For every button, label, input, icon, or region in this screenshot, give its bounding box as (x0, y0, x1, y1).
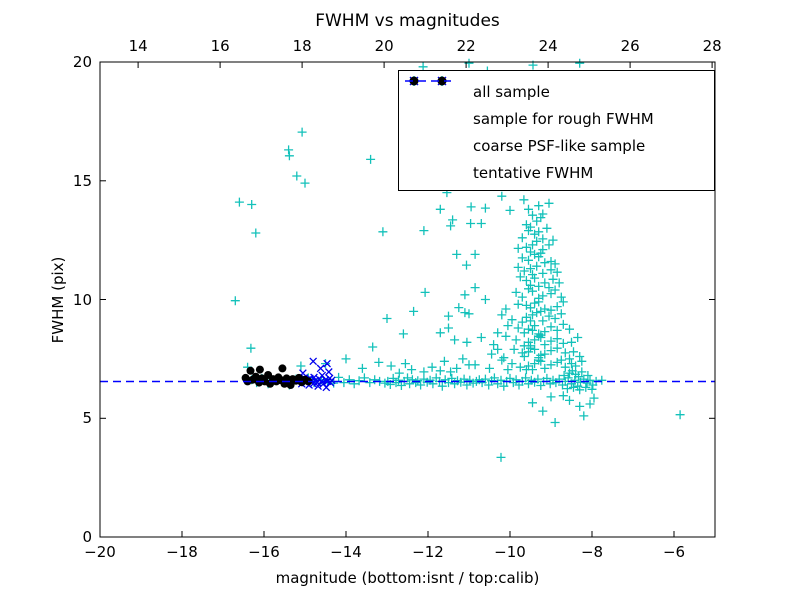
chart-title: FWHM vs magnitudes (315, 11, 500, 31)
x-top-tick-label: 26 (620, 37, 640, 55)
x-top-tick-label: 20 (374, 37, 394, 55)
x-axis-label: magnitude (bottom:isnt / top:calib) (275, 569, 540, 587)
series-dot (241, 364, 313, 389)
x-top-tick-label: 28 (702, 37, 722, 55)
legend: all sample sample for rough FWHM coarse … (398, 70, 715, 191)
legend-label: sample for rough FWHM (473, 109, 654, 128)
x-bottom-tick-label: −10 (494, 543, 526, 561)
legend-label: all sample (473, 82, 550, 101)
legend-row-rough-fwhm: sample for rough FWHM (409, 76, 714, 132)
y-tick-label: 10 (72, 290, 92, 309)
legend-row-psf-sample: coarse PSF-like sample (409, 76, 714, 159)
dot-marker-icon (409, 76, 467, 156)
y-tick-label: 0 (82, 528, 92, 546)
dashed-line-icon (405, 80, 467, 183)
x-bottom-tick-label: −8 (580, 543, 604, 561)
y-tick-label: 15 (72, 171, 92, 190)
x-marker-icon (409, 76, 467, 129)
x-bottom-tick-label: −16 (248, 543, 280, 561)
series-plus (230, 58, 685, 462)
legend-row-tentative-fwhm: tentative FWHM (405, 80, 714, 186)
x-top-tick-label: 18 (292, 37, 312, 55)
x-bottom-tick-label: −6 (662, 543, 686, 561)
x-bottom-tick-label: −12 (412, 543, 444, 561)
legend-label: coarse PSF-like sample (473, 136, 646, 155)
x-top-tick-label: 22 (456, 37, 476, 55)
y-tick-label: 20 (72, 53, 92, 71)
x-bottom-tick-label: −20 (84, 543, 116, 561)
x-top-tick-label: 24 (538, 37, 558, 55)
y-tick-label: 5 (82, 409, 92, 428)
x-bottom-tick-label: −18 (166, 543, 198, 561)
legend-label: tentative FWHM (473, 163, 594, 182)
x-top-tick-label: 16 (210, 37, 230, 55)
x-bottom-tick-label: −14 (330, 543, 362, 561)
x-top-tick-label: 14 (128, 37, 148, 55)
